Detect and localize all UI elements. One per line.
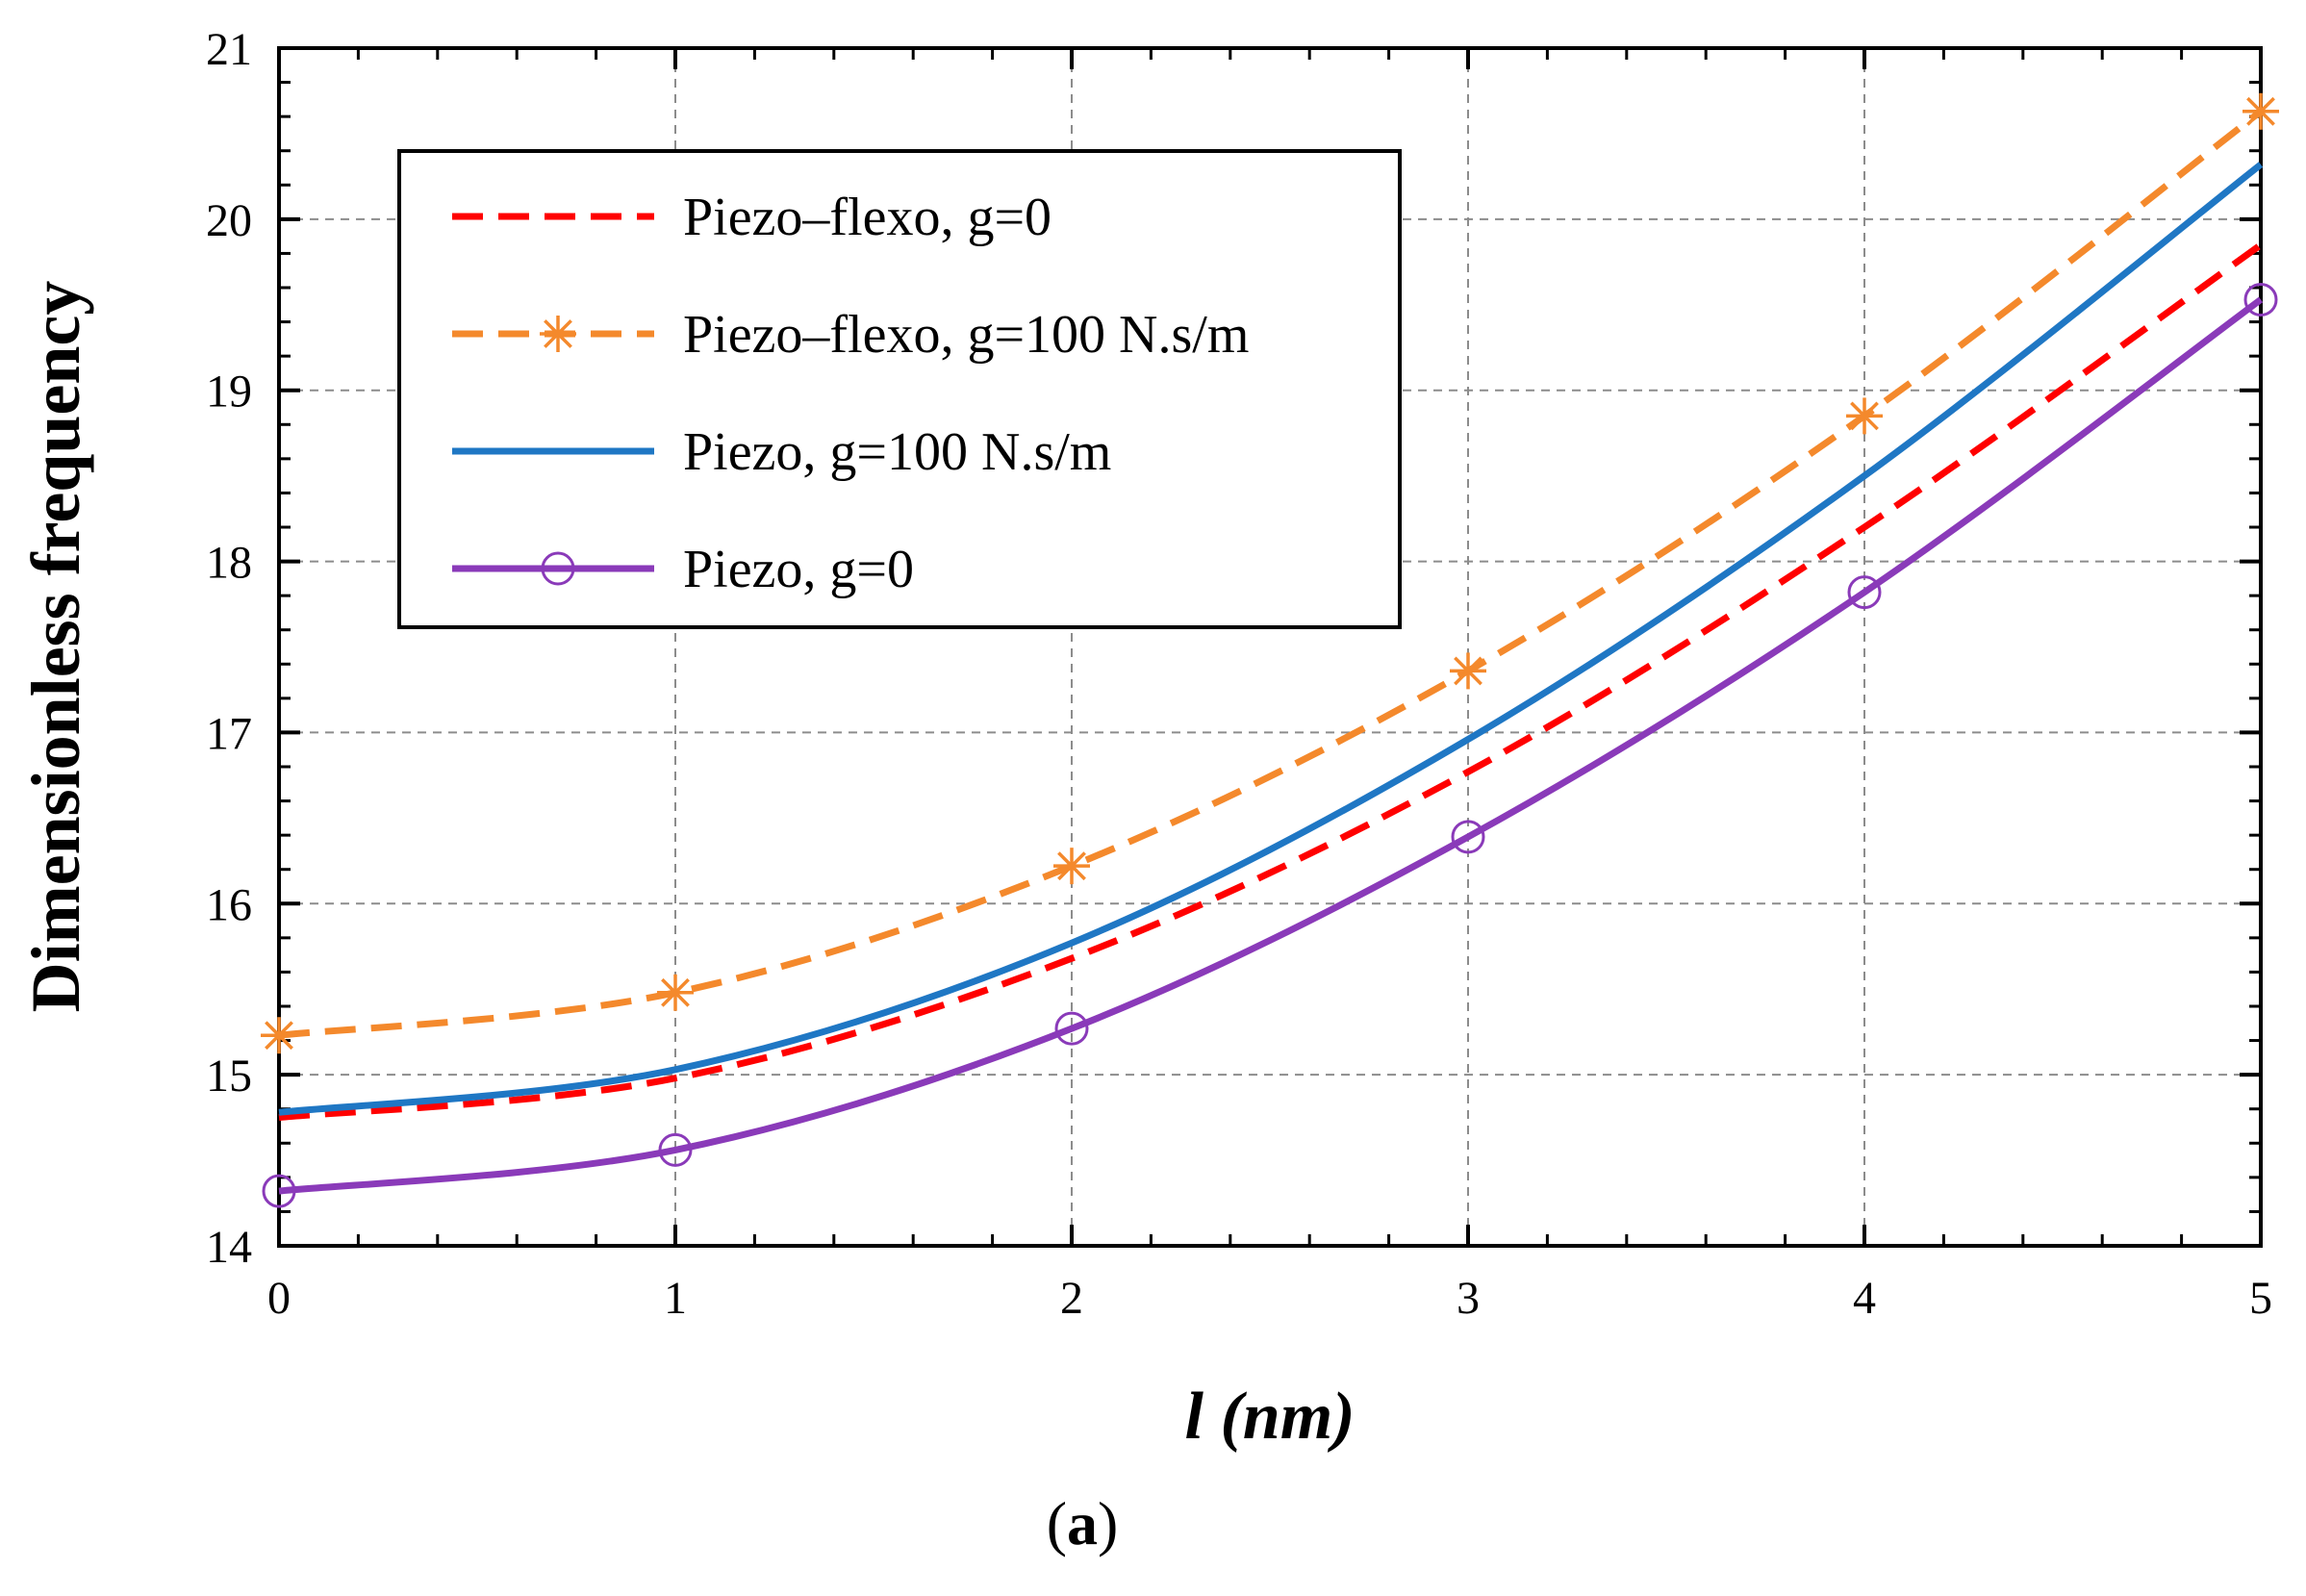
y-axis-title: Dimensionless frequency [17,281,94,1013]
legend-label: Piezo–flexo, g=100 N.s/m [683,305,1249,365]
x-tick-label: 0 [267,1273,291,1324]
legend-label: Piezo–flexo, g=0 [683,188,1052,247]
y-tick-label: 14 [206,1222,252,1273]
x-axis-tick-labels: 0 1 2 3 4 5 [267,1273,2272,1324]
data-point-marker [658,1132,693,1167]
series-3 [278,162,2264,1116]
series-line [278,241,2264,1122]
series-2 [261,92,2279,1054]
x-tick-label: 3 [1457,1273,1480,1324]
y-tick-label: 16 [206,879,252,930]
data-point-marker [261,1017,297,1054]
data-point-marker [1054,1011,1089,1046]
y-tick-label: 19 [206,367,252,418]
data-point-marker [2243,282,2278,317]
data-point-marker [1451,820,1485,854]
y-tick-label: 15 [206,1051,252,1102]
x-tick-label: 4 [1853,1273,1876,1324]
data-point-marker [1053,848,1090,885]
data-point-marker [657,974,694,1011]
legend-marker [541,551,575,586]
x-tick-label: 2 [1060,1273,1083,1324]
data-point-marker [1847,575,1882,610]
legend-item-4: Piezo, g=0 [452,540,914,599]
x-tick-label: 5 [2249,1273,2272,1324]
data-point-marker [2243,92,2279,130]
legend-label: Piezo, g=100 N.s/m [683,422,1111,482]
plot-area-frame [277,46,2263,1248]
legend-item-3: Piezo, g=100 N.s/m [452,422,1111,482]
legend-marker [540,316,576,352]
legend-item-1: Piezo–flexo, g=0 [452,188,1052,247]
data-point-marker [1846,397,1883,435]
y-axis-tick-labels: 14 15 16 17 18 19 20 21 [206,24,252,1273]
data-point-marker [1450,652,1486,690]
series-line [278,109,2264,1039]
legend: Piezo–flexo, g=0 Piezo–flexo, g=100 N.s/m… [397,149,1402,629]
y-tick-label: 17 [206,708,252,759]
x-tick-label: 1 [664,1273,687,1324]
legend-label: Piezo, g=0 [683,540,914,599]
series-line [278,296,2264,1195]
series-layer [261,92,2279,1208]
legend-box [397,149,1402,629]
series-1 [278,241,2264,1122]
y-tick-label: 18 [206,538,252,589]
data-point-marker [262,1174,296,1208]
legend-item-2: Piezo–flexo, g=100 N.s/m [452,305,1249,365]
x-axis-title: l (nm) [1185,1380,1356,1454]
y-tick-label: 20 [206,195,252,246]
series-line [278,162,2264,1116]
caption-letter: a [1067,1489,1098,1558]
series-4 [262,282,2278,1208]
figure-caption: (a) [1047,1489,1119,1558]
y-tick-label: 21 [206,24,252,75]
